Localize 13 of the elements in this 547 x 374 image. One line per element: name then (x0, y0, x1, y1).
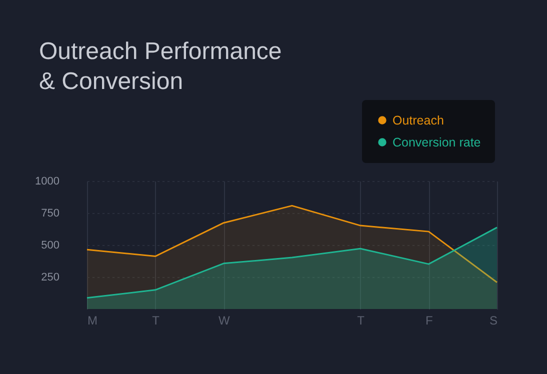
x-tick-label: M (88, 314, 98, 328)
x-tick-label: S (489, 314, 498, 328)
x-tick-label: F (425, 314, 433, 328)
y-tick-label: 250 (41, 272, 60, 284)
x-tick-label: T (357, 314, 366, 328)
chart-title: Outreach Performance & Conversion (39, 38, 282, 95)
x-tick-label: W (218, 314, 231, 328)
y-tick-label: 1000 (35, 176, 60, 188)
y-tick-label: 500 (41, 240, 60, 252)
legend-label: Conversion rate (392, 135, 481, 150)
legend-label: Outreach (392, 113, 444, 128)
y-tick-label: 750 (41, 208, 60, 220)
x-tick-label: T (152, 314, 160, 328)
